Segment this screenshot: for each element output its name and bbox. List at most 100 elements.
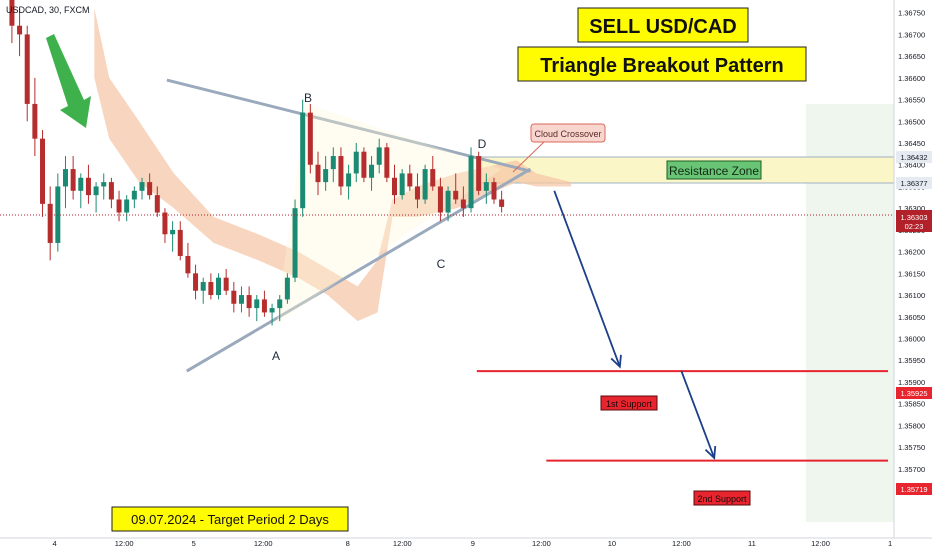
price-tick-label: 1.36050 <box>898 313 925 322</box>
candle-body <box>154 195 160 213</box>
price-tick-label: 1.35900 <box>898 378 925 387</box>
candle <box>108 177 114 209</box>
price-tick-label: 1.36650 <box>898 52 925 61</box>
price-tick-label: 1.36550 <box>898 96 925 105</box>
cloud-crossover-callout: Cloud Crossover <box>512 123 606 173</box>
time-tick-label: 9 <box>471 539 475 548</box>
candle <box>170 221 176 252</box>
resistance-top-value: 1.36432 <box>900 153 927 162</box>
candle-body <box>323 169 329 183</box>
point-d-label: D <box>478 137 487 151</box>
candle <box>491 177 497 204</box>
candle-body <box>460 199 466 209</box>
current-price-badge: 1.36303 02:23 <box>896 210 932 232</box>
candle-body <box>499 199 505 207</box>
candle <box>101 173 107 200</box>
support-lines <box>476 370 889 462</box>
candle-body <box>315 164 321 183</box>
candle-body <box>346 173 352 187</box>
time-axis[interactable]: 4 12:00 5 12:00 8 12:00 9 12:00 10 12:00 11 12:00 1 <box>53 539 893 548</box>
resistance-bottom-badge: 1.36377 <box>896 177 932 189</box>
candle <box>261 290 267 317</box>
candle <box>223 269 229 296</box>
second-support-value: 1.35719 <box>900 485 927 494</box>
candle <box>468 147 474 213</box>
candle <box>323 156 329 191</box>
candle-body <box>430 169 436 187</box>
time-tick-label: 4 <box>53 539 57 548</box>
time-tick-label: 12:00 <box>115 539 134 548</box>
candle-body <box>422 169 428 200</box>
candle-body <box>238 295 244 304</box>
candle <box>55 173 61 252</box>
candle <box>131 186 137 209</box>
candle-body <box>17 25 23 35</box>
time-tick-label: 12:00 <box>672 539 691 548</box>
candle <box>499 190 505 213</box>
candle-body <box>246 295 252 309</box>
candle <box>193 264 199 300</box>
first-support-text: 1st Support <box>606 399 653 409</box>
candle-body <box>85 177 91 196</box>
first-support-value: 1.35925 <box>900 389 927 398</box>
time-tick-label: 8 <box>346 539 350 548</box>
candle <box>208 273 214 300</box>
resistance-zone-label: Resistance Zone <box>666 160 762 180</box>
candle <box>154 186 160 217</box>
current-price-value: 1.36303 <box>900 213 927 222</box>
candle <box>200 277 206 304</box>
candle <box>476 151 482 196</box>
point-a-label: A <box>272 349 280 363</box>
candle-body <box>177 229 183 256</box>
candle <box>460 186 466 217</box>
price-tick-label: 1.35750 <box>898 443 925 452</box>
price-tick-label: 1.36300 <box>898 204 925 213</box>
candle-body <box>269 308 275 313</box>
candle <box>292 199 298 283</box>
candle <box>85 164 91 204</box>
candle-body <box>277 299 283 309</box>
candle-body <box>376 147 382 165</box>
price-tick-label: 1.36150 <box>898 269 925 278</box>
point-c-label: C <box>437 257 446 271</box>
candle <box>453 173 459 204</box>
candle-body <box>47 203 53 243</box>
candle <box>430 156 436 191</box>
candle-body <box>284 277 290 300</box>
candle-body <box>200 282 206 291</box>
candle <box>277 295 283 322</box>
candle-body <box>338 156 344 187</box>
candle-body <box>131 190 137 200</box>
headline-title: SELL USD/CAD <box>589 16 736 38</box>
candle-body <box>414 186 420 200</box>
price-tick-label: 1.35850 <box>898 400 925 409</box>
candle <box>162 208 168 243</box>
candle-body <box>254 299 260 309</box>
price-axis-bg <box>894 0 932 550</box>
arrow-to-second-support-head <box>704 445 717 460</box>
candle-body <box>78 177 84 191</box>
price-tick-label: 1.35700 <box>898 465 925 474</box>
candle <box>284 273 290 304</box>
candle-body <box>399 173 405 196</box>
candle <box>246 286 252 317</box>
time-tick-label: 12:00 <box>393 539 412 548</box>
candle <box>407 164 413 191</box>
candle-body <box>223 277 229 291</box>
price-axis[interactable]: 1.36750 1.36700 1.36650 1.36600 1.36550 1.365… <box>898 9 925 496</box>
price-tick-label: 1.36400 <box>898 161 925 170</box>
cloud-crossover-text: Cloud Crossover <box>534 129 601 139</box>
resistance-bottom-value: 1.36377 <box>900 179 927 188</box>
candle-body <box>124 199 130 213</box>
second-support-badge: 1.35719 <box>896 483 932 495</box>
candle <box>139 177 145 200</box>
candle-body <box>170 229 176 235</box>
candle <box>62 156 68 209</box>
candle <box>231 282 237 313</box>
candle <box>414 173 420 209</box>
candle-body <box>353 151 359 174</box>
footer-note-box: 09.07.2024 - Target Period 2 Days <box>111 506 349 532</box>
candle-body <box>9 0 15 26</box>
